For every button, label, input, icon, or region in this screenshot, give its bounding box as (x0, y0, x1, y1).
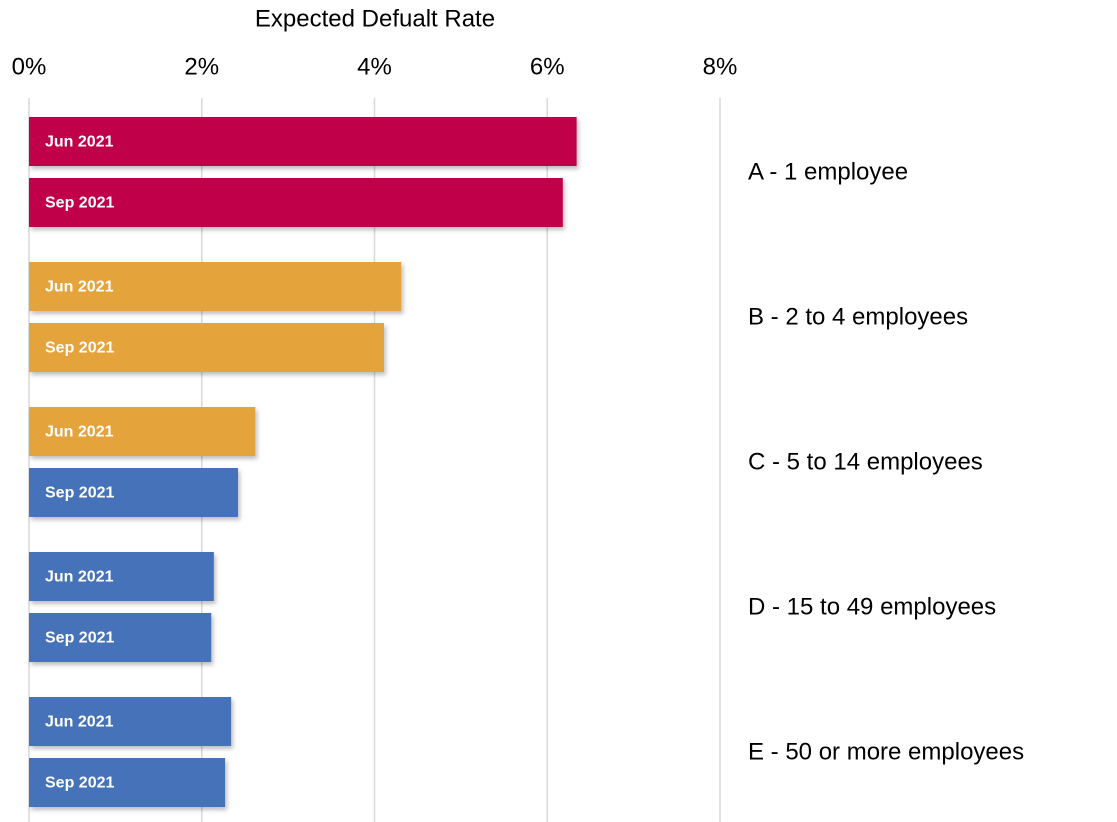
bar-label: Sep 2021 (45, 485, 114, 502)
category-label: D - 15 to 49 employees (748, 593, 996, 620)
category-label: B - 2 to 4 employees (748, 303, 968, 330)
bar (29, 552, 214, 601)
bar (29, 262, 402, 311)
bar-label: Jun 2021 (45, 134, 114, 151)
category-label: A - 1 employee (748, 158, 908, 185)
x-tick-label: 6% (530, 53, 565, 80)
bar-label: Jun 2021 (45, 424, 114, 441)
bar-label: Sep 2021 (45, 195, 114, 212)
bar (29, 117, 577, 166)
bar (29, 323, 385, 372)
bar (29, 407, 256, 456)
category-label: C - 5 to 14 employees (748, 448, 983, 475)
bar-label: Jun 2021 (45, 714, 114, 731)
bar (29, 178, 563, 227)
bar (29, 468, 239, 517)
bar-label: Sep 2021 (45, 630, 114, 647)
bar (29, 613, 212, 662)
x-tick-label: 8% (703, 53, 738, 80)
chart-title: Expected Defualt Rate (255, 5, 495, 32)
bar-label: Sep 2021 (45, 775, 114, 792)
bar-label: Sep 2021 (45, 340, 114, 357)
bar (29, 758, 226, 807)
bar-label: Jun 2021 (45, 279, 114, 296)
x-tick-label: 4% (357, 53, 392, 80)
bar (29, 697, 232, 746)
x-tick-label: 2% (184, 53, 219, 80)
category-label: E - 50 or more employees (748, 738, 1024, 765)
x-tick-label: 0% (12, 53, 47, 80)
bar-label: Jun 2021 (45, 569, 114, 586)
